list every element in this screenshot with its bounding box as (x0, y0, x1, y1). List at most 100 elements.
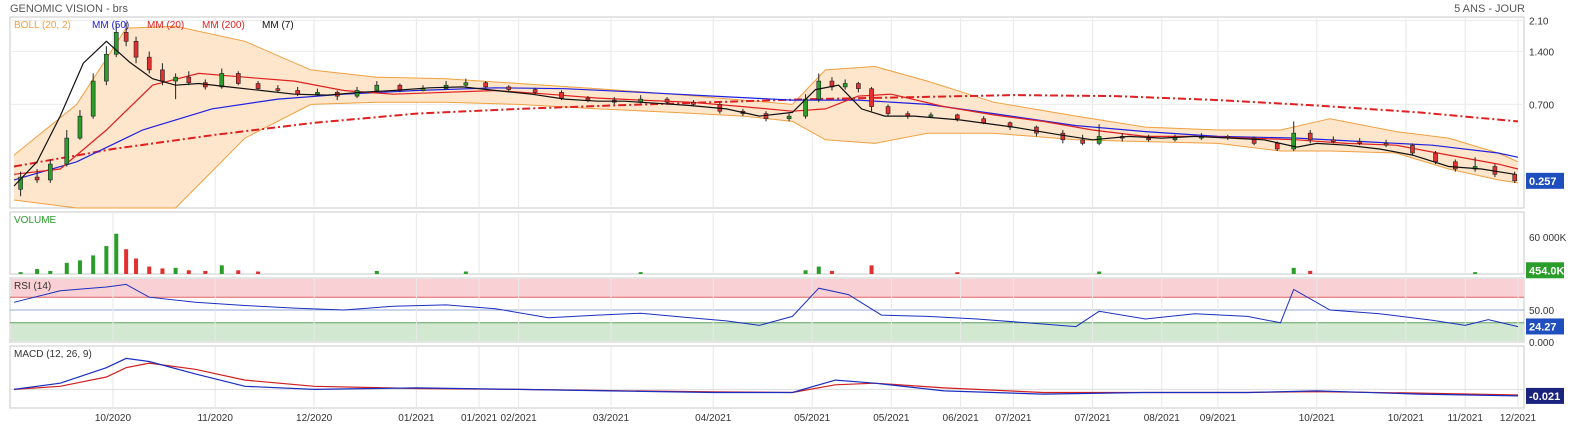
candle (186, 71, 192, 86)
candle-body (1410, 144, 1415, 154)
volume-bar (64, 262, 69, 274)
candle-body (1291, 132, 1297, 150)
bollinger-lower-line (13, 101, 1519, 209)
x-tick-label: 01/2021 (398, 413, 435, 424)
candle (928, 112, 934, 118)
candle-body (104, 53, 109, 82)
volume-label: VOLUME (14, 215, 57, 226)
candle (1330, 136, 1336, 144)
candle-body (255, 83, 261, 89)
rsi-overbought-zone (11, 279, 1523, 298)
candle-body (1060, 132, 1066, 141)
candle (123, 22, 129, 47)
x-tick-label: 10/2020 (95, 413, 132, 424)
rsi-oversold-zone (11, 322, 1523, 341)
price-tick-label: 2.10 (1529, 17, 1549, 28)
legend-item: MM (50) (92, 20, 129, 31)
legend-item: MM (7) (262, 20, 294, 31)
volume-tick-label: 60 000K (1529, 233, 1567, 244)
candle-body (90, 80, 96, 117)
x-tick-label: 11/2020 (197, 413, 233, 424)
candle-body (532, 89, 538, 93)
candle-body (186, 76, 192, 83)
volume-bar (829, 270, 834, 274)
candle (146, 51, 152, 74)
legend-item: MM (200) (202, 20, 245, 31)
rsi-label: RSI (14) (14, 281, 51, 292)
candle (77, 110, 83, 140)
candle-body (123, 32, 129, 42)
rsi-tick-label: 50.00 (1529, 306, 1554, 317)
volume-bar (147, 266, 152, 274)
candle (1453, 159, 1458, 172)
candle (1410, 143, 1415, 156)
panel-frame-macd (9, 345, 1525, 409)
x-tick-label: 02/2021 (501, 413, 538, 424)
candle-body (47, 163, 53, 181)
volume-bar (203, 270, 208, 274)
rsi-line (13, 283, 1519, 328)
candle-body (1330, 139, 1336, 142)
volume-bar (48, 270, 53, 274)
x-tick-label: 10/2021 (1299, 413, 1336, 424)
candle (133, 36, 139, 64)
candle-body (928, 114, 934, 117)
candle-body (146, 56, 152, 71)
candle-body (374, 84, 380, 91)
macd-line (13, 357, 1519, 397)
candle (1307, 130, 1313, 144)
x-tick-label: 08/2021 (1144, 413, 1181, 424)
candle (104, 46, 109, 86)
price-badge: 0.257 (1529, 176, 1557, 188)
volume-bar (134, 258, 139, 274)
candle-body (1357, 141, 1362, 144)
volume-bar (638, 272, 643, 274)
volume-bar (77, 260, 82, 274)
candle (1357, 138, 1362, 146)
volume-bar (1291, 267, 1296, 274)
mm7-line (13, 40, 1515, 187)
candle-body (559, 92, 564, 99)
macd-badge: -0.021 (1529, 391, 1560, 403)
macd-badge-bg (1526, 387, 1564, 404)
volume-badge-bg (1526, 262, 1564, 279)
rsi-badge-bg (1526, 318, 1564, 335)
candle-body (1512, 173, 1518, 182)
candle-body (34, 176, 40, 181)
candle (483, 81, 488, 89)
volume-bar (1308, 270, 1313, 274)
x-tick-label: 07/2021 (995, 413, 1032, 424)
candle-body (1274, 143, 1280, 150)
candle (1251, 136, 1257, 146)
candle-body (64, 137, 70, 165)
mm20-line (13, 72, 1519, 175)
candle-body (1251, 137, 1257, 144)
candle (816, 73, 822, 103)
candle-body (160, 69, 165, 82)
candle (90, 73, 96, 119)
candle (1080, 134, 1085, 146)
candle (1146, 134, 1151, 142)
volume-bar (18, 272, 23, 274)
candle-body (981, 118, 986, 124)
candle-body (763, 113, 769, 120)
x-tick-label: 05/2021 (873, 413, 910, 424)
volume-bar (256, 271, 261, 274)
candle-body (1307, 132, 1313, 141)
rsi-badge: 24.27 (1529, 321, 1557, 333)
chart-title: GENOMIC VISION - brs (10, 3, 128, 15)
candle (64, 130, 70, 167)
candle (275, 85, 281, 93)
rsi-tick-label: 0.000 (1529, 338, 1554, 349)
candle (842, 79, 848, 90)
candle-body (1080, 139, 1085, 144)
candle (506, 85, 512, 92)
candle (374, 81, 380, 93)
x-tick-label: 05/2021 (794, 413, 831, 424)
volume-bar (236, 270, 241, 274)
candle (219, 68, 225, 89)
candle (885, 104, 891, 117)
candle-body (786, 115, 792, 120)
volume-bar (219, 265, 224, 274)
